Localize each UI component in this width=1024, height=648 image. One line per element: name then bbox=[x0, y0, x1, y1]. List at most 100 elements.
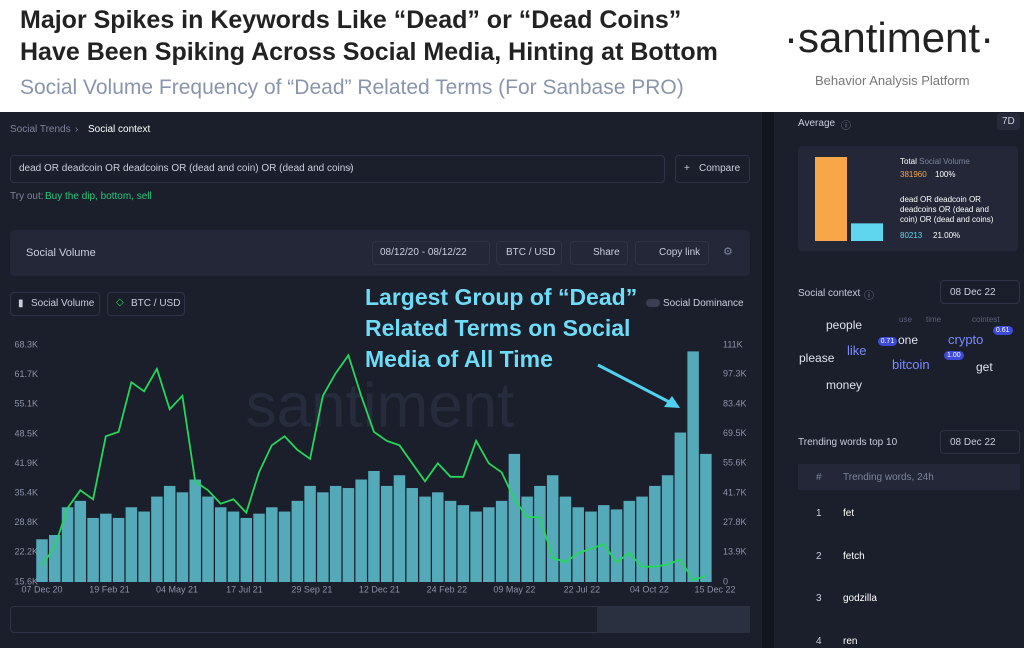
average-bar bbox=[815, 157, 847, 241]
bar bbox=[189, 479, 201, 582]
bar bbox=[546, 475, 559, 582]
y-tick-label: 22.2K bbox=[14, 547, 38, 557]
context-word[interactable]: get bbox=[976, 360, 993, 374]
bar bbox=[125, 507, 138, 582]
context-word[interactable]: like bbox=[847, 343, 867, 358]
bar bbox=[304, 485, 316, 582]
context-score: 1.00 bbox=[944, 351, 964, 360]
context-word[interactable]: cointest bbox=[972, 315, 1000, 324]
period-button[interactable]: 7D bbox=[997, 113, 1020, 130]
rank: 3 bbox=[816, 593, 822, 604]
bar bbox=[457, 505, 470, 582]
breadcrumb[interactable]: Social Trends bbox=[10, 124, 71, 135]
context-word[interactable]: please bbox=[799, 351, 835, 365]
share-button[interactable] bbox=[570, 241, 628, 265]
bar bbox=[495, 500, 508, 582]
bar bbox=[585, 511, 597, 582]
trending-title: Trending words top 10 bbox=[798, 437, 898, 448]
bar bbox=[240, 517, 253, 582]
panel-header bbox=[10, 230, 750, 276]
bar bbox=[470, 511, 482, 582]
context-word[interactable]: use bbox=[899, 315, 912, 324]
legend-toggle[interactable] bbox=[107, 292, 185, 316]
copy-link-label: Copy link bbox=[659, 247, 701, 258]
context-word[interactable]: time bbox=[926, 315, 942, 324]
y-tick-label: 68.3K bbox=[14, 339, 38, 349]
x-tick-label: 04 Oct 22 bbox=[630, 584, 669, 594]
bar bbox=[623, 500, 636, 582]
bar bbox=[112, 517, 125, 582]
bar bbox=[138, 511, 150, 582]
bar bbox=[266, 507, 278, 582]
bar bbox=[700, 453, 712, 582]
bar bbox=[610, 509, 623, 582]
bar bbox=[100, 513, 112, 582]
y2-tick-label: 0 bbox=[723, 576, 728, 586]
line bbox=[41, 353, 707, 582]
legend-label: Social Volume bbox=[31, 298, 95, 309]
date-picker[interactable] bbox=[940, 430, 1020, 454]
logo: ·santiment· bbox=[784, 14, 995, 61]
context-word[interactable]: bitcoin bbox=[892, 357, 930, 372]
divider bbox=[762, 112, 774, 648]
bar bbox=[419, 496, 431, 582]
breadcrumb[interactable]: Social context bbox=[88, 124, 151, 135]
y-tick-label: 15.6K bbox=[14, 576, 38, 586]
bar bbox=[317, 492, 329, 582]
breadcrumb-sep: › bbox=[75, 124, 79, 135]
share-label: Share bbox=[593, 247, 620, 258]
bar bbox=[534, 485, 546, 582]
settings-icon[interactable]: ⚙ bbox=[723, 246, 733, 258]
title: Major Spikes in Keywords Like “Dead” or … bbox=[20, 6, 682, 34]
context-word[interactable]: money bbox=[826, 378, 863, 392]
y2-tick-label: 111K bbox=[723, 339, 743, 349]
copy-link-button[interactable] bbox=[635, 241, 709, 265]
average-bar bbox=[851, 223, 883, 241]
bar bbox=[227, 511, 240, 582]
date-range-label: 08/12/20 - 08/12/22 bbox=[380, 247, 467, 258]
annotation-arrow bbox=[597, 363, 676, 407]
asset-button[interactable] bbox=[496, 241, 562, 265]
total-label-strong: Total bbox=[900, 157, 917, 166]
average-chart bbox=[815, 157, 883, 241]
annotation: Largest Group of “Dead” Related Terms on… bbox=[365, 282, 637, 375]
compare-label: Compare bbox=[699, 163, 741, 174]
legend-toggle[interactable] bbox=[10, 292, 100, 316]
bar bbox=[202, 496, 214, 582]
bar bbox=[36, 539, 48, 582]
bar bbox=[649, 485, 661, 582]
x-tick-label: 07 Dec 20 bbox=[21, 584, 62, 594]
context-score: 0.61 bbox=[992, 326, 1013, 335]
trending-word[interactable]: fet bbox=[843, 508, 855, 519]
y-tick-label: 41.9K bbox=[14, 458, 38, 468]
context-score: 0.71 bbox=[877, 337, 898, 346]
y2-tick-label: 97.3K bbox=[723, 369, 747, 379]
search-box[interactable] bbox=[10, 155, 665, 183]
date-picker[interactable] bbox=[940, 280, 1020, 304]
date-range[interactable] bbox=[372, 241, 490, 265]
bar bbox=[444, 500, 457, 582]
info-icon: ⓘ bbox=[841, 121, 851, 132]
bar bbox=[432, 492, 444, 582]
annotation-arrowhead bbox=[664, 396, 680, 408]
suggestions[interactable]: Buy the dip, bottom, sell bbox=[45, 191, 152, 202]
context-word[interactable]: crypto bbox=[948, 332, 984, 347]
trending-word[interactable]: fetch bbox=[843, 550, 865, 562]
y-tick-label: 28.8K bbox=[14, 517, 38, 527]
context-word[interactable]: one bbox=[898, 333, 919, 347]
y2-tick-label: 13.9K bbox=[723, 547, 747, 557]
clear[interactable]: × bbox=[347, 163, 353, 174]
context-word[interactable]: people bbox=[826, 318, 863, 332]
try-out: Try out: bbox=[10, 191, 44, 202]
toggle-switch[interactable] bbox=[646, 299, 660, 307]
bar bbox=[572, 507, 584, 582]
plus: + bbox=[684, 163, 690, 174]
total-label: Total Social Volume bbox=[900, 157, 970, 166]
x-tick-label: 19 Feb 21 bbox=[89, 584, 130, 594]
y2-tick-label: 69.5K bbox=[723, 428, 747, 438]
bar bbox=[521, 496, 533, 582]
navigator-selection[interactable] bbox=[597, 606, 750, 633]
trending-word[interactable]: ren bbox=[843, 635, 858, 647]
compare-button[interactable] bbox=[675, 155, 750, 183]
trending-word[interactable]: godzilla bbox=[843, 593, 877, 604]
